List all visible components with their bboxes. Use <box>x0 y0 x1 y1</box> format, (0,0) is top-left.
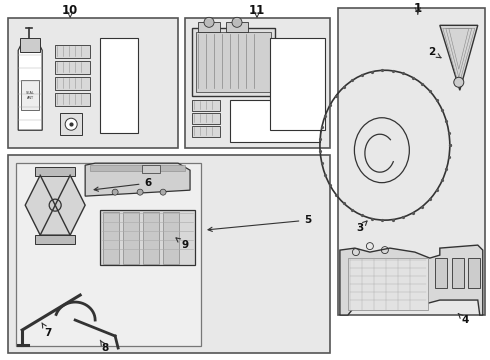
Circle shape <box>112 189 118 195</box>
Bar <box>192 126 220 137</box>
Bar <box>60 113 82 135</box>
Text: 3: 3 <box>356 221 367 233</box>
Text: 11: 11 <box>249 4 265 17</box>
Bar <box>163 212 179 264</box>
Bar <box>226 22 248 32</box>
Text: SEAL
ANT: SEAL ANT <box>26 91 35 100</box>
Bar <box>123 212 139 264</box>
Bar <box>468 258 480 288</box>
Bar <box>192 113 220 124</box>
Bar <box>100 210 195 265</box>
Bar <box>8 18 178 148</box>
Text: 1: 1 <box>414 2 422 15</box>
Bar <box>90 165 185 171</box>
Bar <box>55 45 90 58</box>
Polygon shape <box>85 163 190 196</box>
Bar <box>55 77 90 90</box>
Bar <box>185 18 330 148</box>
Bar <box>348 258 428 310</box>
Bar <box>196 32 271 92</box>
Bar <box>35 167 75 176</box>
Bar <box>35 235 75 244</box>
Bar <box>100 38 138 133</box>
Circle shape <box>204 17 214 27</box>
Polygon shape <box>440 25 478 90</box>
Text: 5: 5 <box>208 215 312 231</box>
Bar <box>452 258 464 288</box>
Circle shape <box>65 118 77 130</box>
Bar <box>55 61 90 74</box>
Circle shape <box>49 199 61 211</box>
Bar <box>192 100 220 111</box>
Text: 2: 2 <box>428 47 441 58</box>
Polygon shape <box>18 42 42 130</box>
Text: 4: 4 <box>458 314 468 325</box>
Bar <box>192 28 275 96</box>
Bar <box>21 80 39 110</box>
Bar <box>435 258 447 288</box>
Bar <box>198 22 220 32</box>
Bar <box>55 93 90 106</box>
Polygon shape <box>340 245 483 315</box>
Circle shape <box>160 189 166 195</box>
Text: 8: 8 <box>100 340 109 353</box>
Bar <box>143 212 159 264</box>
Circle shape <box>137 189 143 195</box>
Text: 7: 7 <box>42 323 52 338</box>
Bar <box>16 163 201 346</box>
Text: 10: 10 <box>62 4 78 17</box>
Bar <box>338 8 485 315</box>
Bar <box>142 165 160 173</box>
Bar <box>103 212 119 264</box>
Circle shape <box>232 17 242 27</box>
Circle shape <box>454 77 464 87</box>
Bar <box>20 38 40 52</box>
Text: 9: 9 <box>176 238 189 250</box>
Bar <box>8 155 330 353</box>
Bar <box>230 100 320 142</box>
Text: 6: 6 <box>94 178 152 191</box>
Polygon shape <box>25 175 85 235</box>
Bar <box>270 38 325 130</box>
